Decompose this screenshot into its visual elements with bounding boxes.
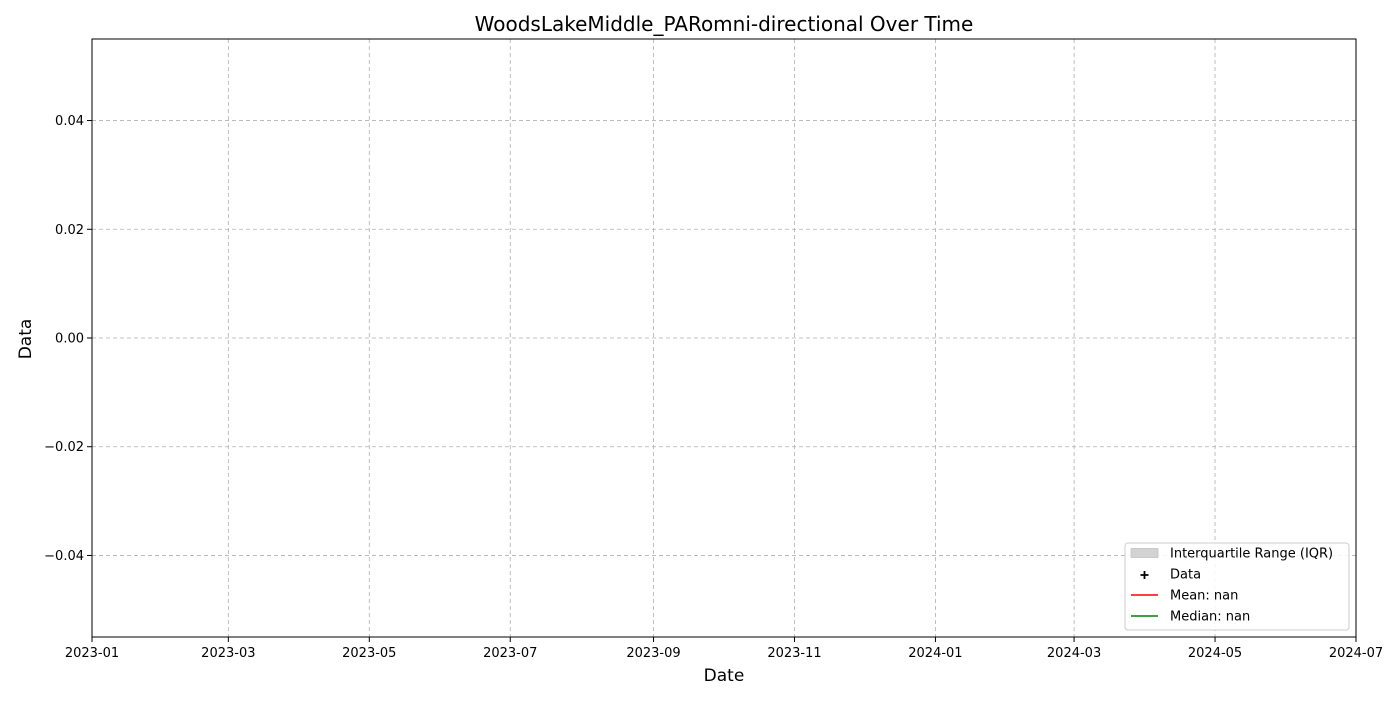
x-tick-label: 2023-01: [65, 646, 119, 661]
x-tick-label: 2024-05: [1188, 646, 1242, 661]
x-tick-label: 2023-09: [626, 646, 680, 661]
legend-data-marker: [1140, 571, 1149, 579]
x-tick-label: 2023-11: [767, 646, 821, 661]
x-axis-label: Date: [704, 666, 745, 686]
y-tick-label: −0.04: [44, 549, 84, 564]
legend-label: Median: nan: [1170, 610, 1250, 625]
y-axis: −0.04 −0.02 0.00 0.02 0.04: [44, 114, 92, 564]
legend-label: Interquartile Range (IQR): [1170, 547, 1333, 562]
x-tick-label: 2024-07: [1329, 646, 1383, 661]
legend-label: Mean: nan: [1170, 589, 1238, 604]
y-tick-label: −0.02: [44, 440, 84, 455]
grid-layer: [91, 39, 1357, 637]
chart-title: WoodsLakeMiddle_PARomni-directional Over…: [475, 12, 974, 36]
x-tick-label: 2024-01: [908, 646, 962, 661]
x-tick-label: 2023-03: [201, 646, 255, 661]
legend-iqr-swatch: [1130, 548, 1159, 558]
y-tick-label: 0.04: [55, 114, 84, 129]
x-axis: 2023-01 2023-03 2023-05 2023-07 2023-09 2023-…: [65, 637, 1383, 661]
legend: Interquartile Range (IQR) Data Mean: nan Me…: [1124, 542, 1350, 631]
x-tick-label: 2023-05: [342, 646, 396, 661]
x-tick-label: 2024-03: [1047, 646, 1101, 661]
x-tick-label: 2023-07: [483, 646, 537, 661]
y-tick-label: 0.00: [55, 332, 84, 347]
y-tick-label: 0.02: [55, 223, 84, 238]
y-axis-label: Data: [16, 319, 36, 360]
legend-box: [1124, 542, 1350, 631]
legend-label: Data: [1170, 568, 1201, 583]
